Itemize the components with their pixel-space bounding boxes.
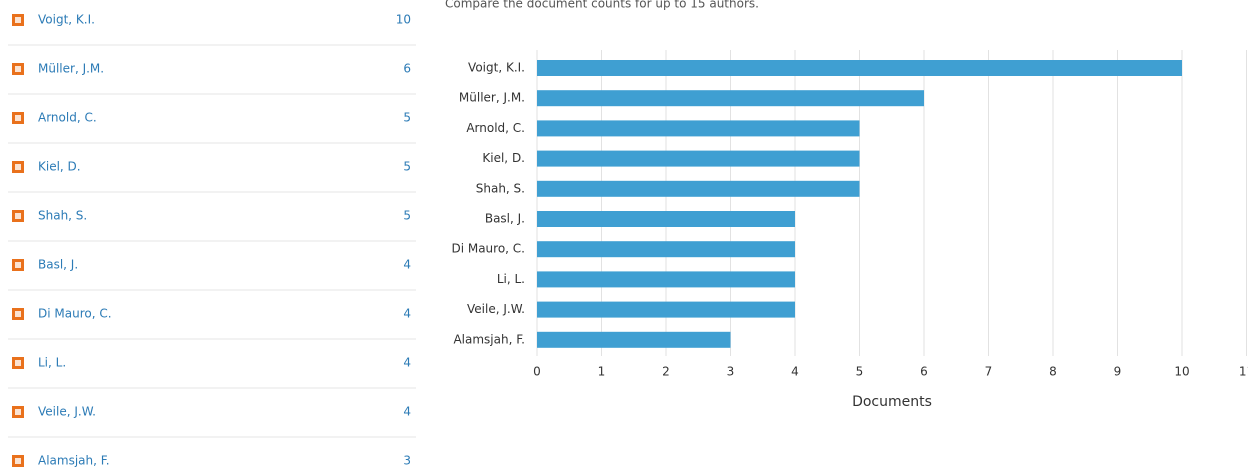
y-tick-label: Veile, J.W. [467, 302, 525, 316]
author-name[interactable]: Arnold, C. [38, 111, 97, 125]
bar [537, 241, 795, 258]
y-tick-label: Shah, S. [476, 181, 525, 195]
checkbox-inner [15, 409, 21, 415]
bar [537, 180, 860, 197]
bar [537, 120, 860, 137]
x-tick-label: 0 [533, 365, 541, 379]
x-tick-label: 4 [791, 365, 799, 379]
bar [537, 90, 924, 107]
author-name[interactable]: Kiel, D. [38, 160, 81, 174]
x-tick-label: 5 [856, 365, 864, 379]
author-count: 4 [403, 405, 411, 419]
checkbox-inner [15, 17, 21, 23]
author-count: 5 [403, 209, 411, 223]
y-tick-label: Di Mauro, C. [451, 242, 525, 256]
x-tick-label: 11 [1239, 365, 1248, 379]
bar [537, 301, 795, 318]
x-tick-label: 8 [1049, 365, 1057, 379]
x-tick-label: 10 [1174, 365, 1189, 379]
bar [537, 150, 860, 167]
author-name[interactable]: Alamsjah, F. [38, 454, 110, 468]
author-count: 3 [403, 454, 411, 468]
author-name[interactable]: Li, L. [38, 356, 66, 370]
y-tick-label: Müller, J.M. [459, 91, 525, 105]
author-name[interactable]: Shah, S. [38, 209, 87, 223]
y-tick-label: Voigt, K.I. [468, 61, 525, 75]
author-name[interactable]: Müller, J.M. [38, 62, 104, 76]
author-count: 5 [403, 111, 411, 125]
checkbox-inner [15, 360, 21, 366]
intro-text: Compare the document counts for up to 15… [445, 0, 759, 11]
checkbox-inner [15, 213, 21, 219]
author-name[interactable]: Basl, J. [38, 258, 78, 272]
y-tick-label: Basl, J. [485, 212, 525, 226]
bar [537, 60, 1182, 76]
author-name[interactable]: Veile, J.W. [38, 405, 96, 419]
checkbox-inner [15, 458, 21, 464]
author-count: 10 [396, 13, 411, 27]
x-tick-label: 1 [598, 365, 606, 379]
x-tick-label: 9 [1114, 365, 1122, 379]
author-count: 4 [403, 258, 411, 272]
author-count: 6 [403, 62, 411, 76]
bar [537, 211, 795, 227]
checkbox-inner [15, 66, 21, 72]
author-count: 4 [403, 307, 411, 321]
y-tick-label: Kiel, D. [482, 151, 525, 165]
x-axis-title: Documents [852, 394, 932, 410]
y-tick-label: Arnold, C. [466, 121, 525, 135]
bar [537, 331, 731, 348]
checkbox-inner [15, 164, 21, 170]
checkbox-inner [15, 262, 21, 268]
x-tick-label: 2 [662, 365, 670, 379]
author-count: 5 [403, 160, 411, 174]
x-tick-label: 3 [727, 365, 735, 379]
checkbox-inner [15, 311, 21, 317]
bar [537, 271, 795, 288]
y-tick-label: Alamsjah, F. [453, 332, 525, 346]
author-name[interactable]: Di Mauro, C. [38, 307, 112, 321]
checkbox-inner [15, 115, 21, 121]
x-tick-label: 6 [920, 365, 928, 379]
y-tick-label: Li, L. [497, 272, 525, 286]
author-count: 4 [403, 356, 411, 370]
x-tick-label: 7 [985, 365, 993, 379]
author-name[interactable]: Voigt, K.I. [38, 13, 95, 27]
